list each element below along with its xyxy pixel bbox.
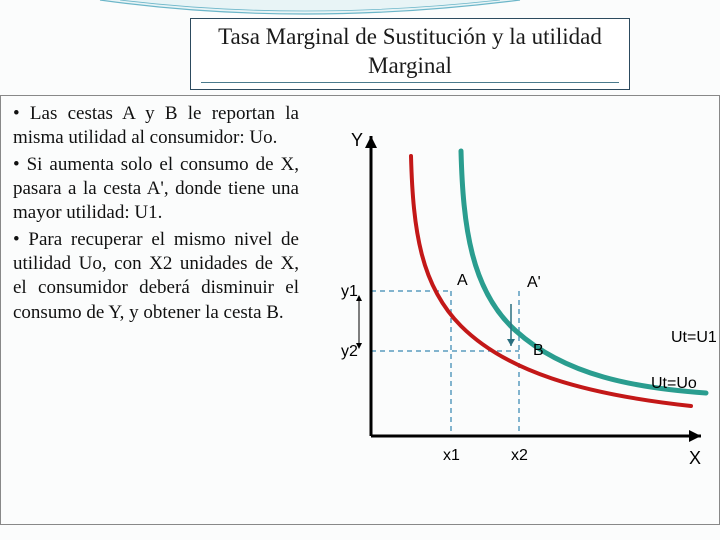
- point-A: A: [457, 272, 468, 289]
- title-box: Tasa Marginal de Sustitución y la utilid…: [190, 18, 630, 90]
- slide-title: Tasa Marginal de Sustitución y la utilid…: [201, 53, 619, 78]
- y-axis-arrow: [365, 136, 377, 148]
- arc-stroke: [100, 0, 520, 14]
- bullet-3: • Para recuperar el mismo nivel de utili…: [13, 228, 299, 325]
- bullet-1: • Las cestas A y B le reportan la misma …: [13, 102, 299, 151]
- chart-column: Y Xy1 y2 x1 x2 A A' B Ut=U1 Ut=Uo: [311, 96, 719, 524]
- arc-fill: [100, 0, 520, 14]
- bullet-2: • Si aumenta solo el consumo de X, pasar…: [13, 153, 299, 226]
- tick-x2: x2: [511, 447, 528, 464]
- content-frame: • Las cestas A y B le reportan la misma …: [0, 95, 720, 525]
- tick-x1: x1: [443, 447, 460, 464]
- tick-y1: y1: [341, 283, 358, 300]
- curve-label-U1: Ut=U1: [671, 329, 717, 346]
- arc-stroke-2: [120, 0, 500, 11]
- x-axis-label: X: [689, 448, 701, 468]
- curve-U0: [411, 156, 691, 406]
- point-B: B: [533, 342, 544, 359]
- bullets-column: • Las cestas A y B le reportan la misma …: [1, 96, 311, 524]
- arrow-Ap-to-B-head: [507, 339, 515, 346]
- tick-y2: y2: [341, 343, 358, 360]
- x-axis-arrow: [689, 430, 701, 442]
- indifference-curve-chart: Y Xy1 y2 x1 x2 A A' B Ut=U1 Ut=Uo: [311, 96, 719, 524]
- point-A-prime: A': [527, 274, 541, 291]
- curve-label-U0: Ut=Uo: [651, 375, 697, 392]
- y-axis-label: Y: [351, 130, 363, 150]
- curve-U1: [461, 151, 706, 393]
